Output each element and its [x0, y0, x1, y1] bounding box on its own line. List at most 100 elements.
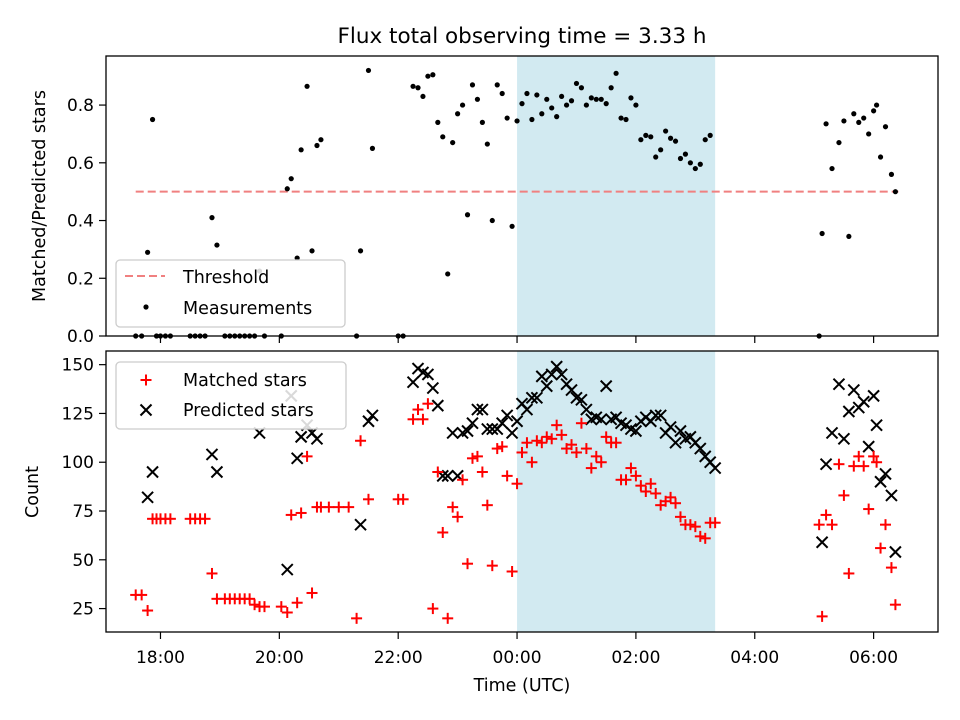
- matched-point: [142, 605, 154, 617]
- bottom-y-tick-label: 125: [62, 404, 94, 424]
- measurement-point: [653, 154, 659, 160]
- matched-point: [889, 599, 901, 611]
- matched-point: [412, 404, 424, 416]
- measurement-point: [214, 242, 220, 248]
- measurement-point: [583, 102, 589, 108]
- predicted-point: [540, 379, 553, 393]
- bottom-y-tick-label: 75: [72, 502, 94, 522]
- predicted-point: [362, 415, 375, 428]
- measurement-point: [613, 70, 619, 76]
- matched-point: [452, 511, 464, 523]
- top-y-axis-label: Matched/Predicted stars: [30, 90, 50, 302]
- matched-point: [291, 597, 303, 609]
- measurement-point: [663, 128, 669, 134]
- measurement-point: [638, 137, 644, 143]
- predicted-stars-series: [141, 360, 902, 576]
- measurement-point: [598, 96, 604, 102]
- matched-point: [343, 501, 355, 513]
- matched-point: [699, 532, 711, 544]
- predicted-point: [466, 416, 479, 430]
- measurement-point: [357, 248, 364, 254]
- measurement-point: [309, 248, 315, 254]
- predicted-point: [595, 413, 608, 426]
- measurement-point: [149, 116, 156, 123]
- measurement-point: [648, 134, 654, 140]
- matched-point: [323, 501, 335, 513]
- measurement-point: [549, 105, 555, 111]
- chart-title: Flux total observing time = 3.33 h: [338, 24, 707, 49]
- measurement-point: [682, 151, 689, 157]
- matched-point: [301, 450, 313, 462]
- predicted-point: [654, 409, 667, 422]
- matched-point: [843, 567, 855, 579]
- top-y-axis-ticks: 0.0 0.2 0.4 0.6 0.8: [67, 96, 106, 347]
- predicted-point: [281, 563, 294, 576]
- predicted-point: [708, 461, 722, 475]
- predicted-point: [310, 432, 324, 446]
- matched-point: [580, 443, 592, 455]
- matched-point: [136, 589, 148, 601]
- measurement-point: [365, 67, 372, 74]
- measurement-point: [369, 145, 376, 151]
- measurement-point: [509, 223, 515, 229]
- predicted-point: [500, 409, 514, 422]
- matched-point: [471, 450, 483, 462]
- matched-point: [244, 593, 256, 605]
- predicted-point: [141, 491, 154, 504]
- predicted-point: [862, 440, 875, 453]
- bottom-y-tick-label: 150: [62, 356, 94, 376]
- measurement-point: [445, 271, 451, 277]
- x-tick-label: 18:00: [136, 648, 185, 668]
- predicted-point: [857, 395, 870, 408]
- measurement-point: [672, 138, 679, 144]
- measurement-point: [819, 230, 825, 237]
- matched-point: [501, 470, 513, 482]
- predicted-point: [426, 381, 440, 395]
- matched-point: [645, 478, 657, 490]
- bottom-y-tick-label: 50: [72, 551, 94, 571]
- predicted-point: [354, 518, 367, 531]
- predicted-point: [580, 403, 593, 416]
- matched-point: [551, 419, 563, 431]
- top-y-tick-label: 0.4: [67, 212, 94, 232]
- predicted-point: [510, 415, 524, 428]
- legend-plus-marker: [140, 374, 152, 386]
- predicted-point: [879, 467, 892, 481]
- legend-measurements-swatch: [143, 304, 149, 310]
- matched-point: [355, 435, 367, 447]
- predicted-point: [870, 418, 883, 432]
- measurement-point: [209, 215, 215, 221]
- measurement-point: [314, 142, 320, 149]
- predicted-point: [520, 403, 534, 416]
- matched-point: [351, 612, 363, 624]
- legend-predicted-label: Predicted stars: [183, 401, 314, 421]
- top-y-tick-label: 0.8: [67, 96, 94, 116]
- matched-point: [164, 513, 176, 525]
- measurement-point: [573, 80, 580, 87]
- measurement-point: [559, 93, 565, 100]
- measurement-point: [846, 233, 852, 240]
- measurement-point: [851, 111, 857, 117]
- bottom-axes-frame: [105, 350, 939, 633]
- matched-point: [541, 431, 553, 443]
- matched-point: [630, 470, 642, 482]
- matched-point: [466, 452, 478, 464]
- measurement-point: [687, 160, 693, 166]
- measurement-point: [410, 83, 416, 89]
- matched-point: [600, 431, 612, 443]
- matched-point: [447, 501, 459, 513]
- matched-point: [820, 509, 832, 521]
- predicted-point: [819, 457, 833, 471]
- matched-point: [481, 499, 493, 511]
- measurement-point: [415, 85, 421, 91]
- matched-point: [275, 601, 287, 613]
- matched-point: [526, 456, 538, 468]
- predicted-point: [649, 409, 662, 422]
- legend-matched-swatch: [140, 374, 152, 386]
- x-tick-label: 22:00: [374, 648, 423, 668]
- measurement-point: [623, 116, 629, 123]
- predicted-point: [441, 469, 454, 483]
- x-tick-label: 04:00: [730, 648, 779, 668]
- matched-point: [689, 521, 701, 533]
